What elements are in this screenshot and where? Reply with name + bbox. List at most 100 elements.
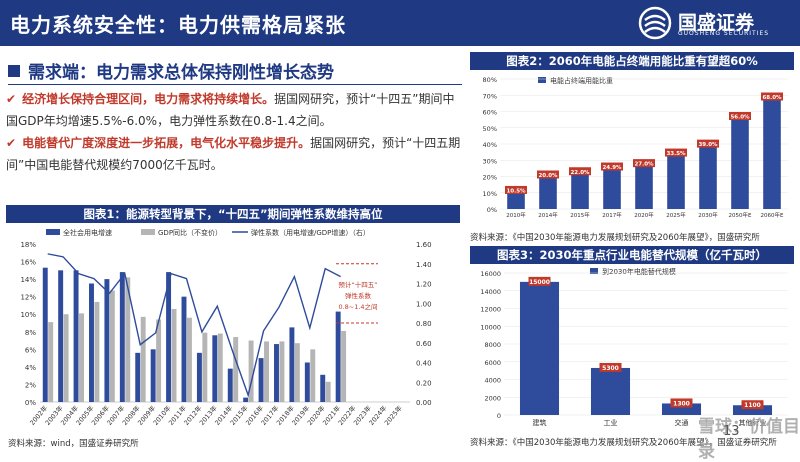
legend-label-gdp: GDP同比（不变价） bbox=[158, 228, 222, 237]
bar-gdp-growth bbox=[186, 317, 192, 402]
y-tick: 14000 bbox=[480, 288, 501, 296]
section-divider bbox=[8, 84, 462, 85]
chart3-source: 资料来源：《中国2030年能源电力发展规划研究及2060年展望》，国盛证券研究所 bbox=[470, 438, 777, 448]
logo-text: 国盛证券 bbox=[678, 12, 755, 34]
guosheng-logo-icon bbox=[638, 6, 672, 40]
bar-power-growth bbox=[150, 349, 156, 402]
y-tick-right: 0.20 bbox=[416, 379, 432, 387]
bar-gdp-growth bbox=[279, 341, 285, 402]
bullet-2-highlight: 电能替代广度深度进一步拓展，电气化水平稳步提升。 bbox=[22, 136, 311, 150]
y-tick-left: 0% bbox=[25, 399, 36, 407]
bar-gdp-growth bbox=[63, 314, 69, 402]
y-tick-right: 0.40 bbox=[416, 360, 432, 368]
bar-electricity-share bbox=[763, 98, 781, 209]
bar-gdp-growth bbox=[94, 301, 100, 402]
chart1-source: 资料来源：wind，国盛证券研究所 bbox=[8, 439, 139, 449]
y-tick-left: 12% bbox=[20, 294, 36, 302]
data-label: 15000 bbox=[529, 279, 550, 286]
y-tick-left: 6% bbox=[25, 346, 36, 354]
x-tick-label: 2050年E bbox=[729, 211, 752, 219]
y-tick: 10000 bbox=[480, 323, 501, 331]
y-tick-left: 4% bbox=[25, 364, 36, 372]
legend-swatch-gdp bbox=[141, 229, 155, 235]
y-tick: 0 bbox=[497, 412, 501, 420]
y-tick: 40% bbox=[483, 141, 497, 149]
section-title: 需求端：电力需求总体保持刚性增长态势 bbox=[28, 63, 334, 83]
data-label: 39.0% bbox=[698, 142, 718, 148]
bar-replacement-scale bbox=[661, 403, 702, 415]
x-tick-label: 2060年E bbox=[761, 211, 784, 219]
bar-power-growth bbox=[42, 267, 48, 402]
logo-subtext: GUOSHENG SECURITIES bbox=[678, 30, 770, 37]
y-tick: 70% bbox=[483, 92, 497, 100]
y-tick: 50% bbox=[483, 125, 497, 133]
data-label-bg bbox=[741, 400, 764, 410]
data-label: 10.5% bbox=[506, 188, 526, 194]
bar-power-growth bbox=[289, 327, 295, 402]
legend-swatch-share bbox=[538, 77, 546, 83]
data-label: 33.5% bbox=[666, 151, 686, 157]
bar-power-growth bbox=[335, 311, 341, 402]
x-tick-label: 2025年 bbox=[382, 403, 404, 427]
bar-electricity-share bbox=[603, 168, 621, 209]
y-tick: 6000 bbox=[484, 359, 501, 367]
data-label-bg bbox=[729, 112, 751, 120]
bar-gdp-growth bbox=[156, 319, 162, 402]
x-tick-label: 2010年 bbox=[506, 211, 526, 219]
annotation-text-2: 弹性系数 bbox=[345, 291, 372, 300]
chart1-svg: 全社会用电增速 GDP同比（不变价） 弹性系数（用电增速/GDP增速）（右） 0% 2%… bbox=[20, 228, 432, 427]
bar-power-growth bbox=[89, 283, 94, 402]
bullet-2-text: 据国网研究，预计“十四五期间”中国电能替代规模约7000亿千瓦时。 bbox=[6, 136, 461, 172]
bar-gdp-growth bbox=[125, 277, 131, 402]
bar-power-growth bbox=[227, 368, 233, 402]
check-icon: ✔ bbox=[6, 136, 17, 150]
bar-gdp-growth bbox=[140, 316, 146, 402]
data-label: 1300 bbox=[673, 400, 690, 407]
bar-power-growth bbox=[104, 279, 110, 402]
y-tick: 60% bbox=[483, 109, 497, 117]
x-tick-label: 2014年 bbox=[538, 211, 558, 219]
y-tick: 0% bbox=[487, 206, 497, 214]
bar-gdp-growth bbox=[248, 340, 254, 402]
bar-power-growth bbox=[274, 344, 279, 402]
y-tick-left: 18% bbox=[20, 241, 36, 249]
y-tick: 20% bbox=[483, 174, 497, 182]
bar-replacement-scale bbox=[732, 405, 773, 415]
x-tick-label: 建筑 bbox=[533, 418, 547, 427]
bar-power-growth bbox=[304, 362, 310, 402]
y-tick: 10% bbox=[483, 190, 497, 198]
bar-power-growth bbox=[320, 374, 326, 402]
bar-power-growth bbox=[135, 352, 141, 402]
y-tick-left: 2% bbox=[25, 381, 36, 389]
annotation-text-3: 0.8~1.4之间 bbox=[338, 302, 377, 311]
bar-power-growth bbox=[73, 270, 79, 402]
y-tick: 8000 bbox=[484, 341, 501, 349]
y-tick: 12000 bbox=[480, 306, 501, 314]
data-label-bg bbox=[665, 148, 687, 157]
legend-swatch-replacement bbox=[590, 268, 598, 274]
bar-power-growth bbox=[181, 296, 187, 402]
chart2-svg: 电能占终端用能比重 0% 10% 20% 30% 40% 50% 60% 70% 80% 10.5%… bbox=[483, 76, 788, 219]
bullet-1-highlight: 经济增长保持合理区间，电力需求将持续增长。 bbox=[22, 92, 275, 106]
bar-gdp-growth bbox=[79, 313, 84, 402]
y-tick-right: 1.00 bbox=[416, 300, 432, 308]
page-number: 13 bbox=[723, 424, 740, 439]
legend-label-power: 全社会用电增速 bbox=[63, 228, 112, 237]
x-tick-label: 2020年 bbox=[634, 211, 654, 219]
bar-gdp-growth bbox=[109, 290, 115, 402]
bullet-1: ✔ 经济增长保持合理区间，电力需求将持续增长。据国网研究，预计“十四五”期间中国G… bbox=[6, 88, 462, 132]
data-label-bg bbox=[670, 398, 693, 408]
y-tick-left: 16% bbox=[20, 259, 36, 267]
legend-label-elasticity: 弹性系数（用电增速/GDP增速）（右） bbox=[251, 228, 370, 237]
x-tick-label: 2030年 bbox=[698, 211, 718, 219]
watermark: 雪球：价值目录 bbox=[698, 417, 800, 462]
data-label-bg bbox=[528, 276, 551, 286]
bar-power-growth bbox=[166, 272, 172, 402]
check-icon: ✔ bbox=[6, 92, 17, 106]
page-title: 电力系统安全性：电力供需格局紧张 bbox=[10, 13, 346, 37]
y-tick-right: 1.20 bbox=[416, 281, 432, 289]
bar-gdp-growth bbox=[264, 341, 269, 402]
y-tick-right: 1.40 bbox=[416, 261, 432, 269]
bullet-1-text: 据国网研究，预计“十四五”期间中国GDP年均增速5.5%-6.0%，电力弹性系数… bbox=[6, 92, 455, 128]
bar-power-growth bbox=[196, 352, 202, 402]
